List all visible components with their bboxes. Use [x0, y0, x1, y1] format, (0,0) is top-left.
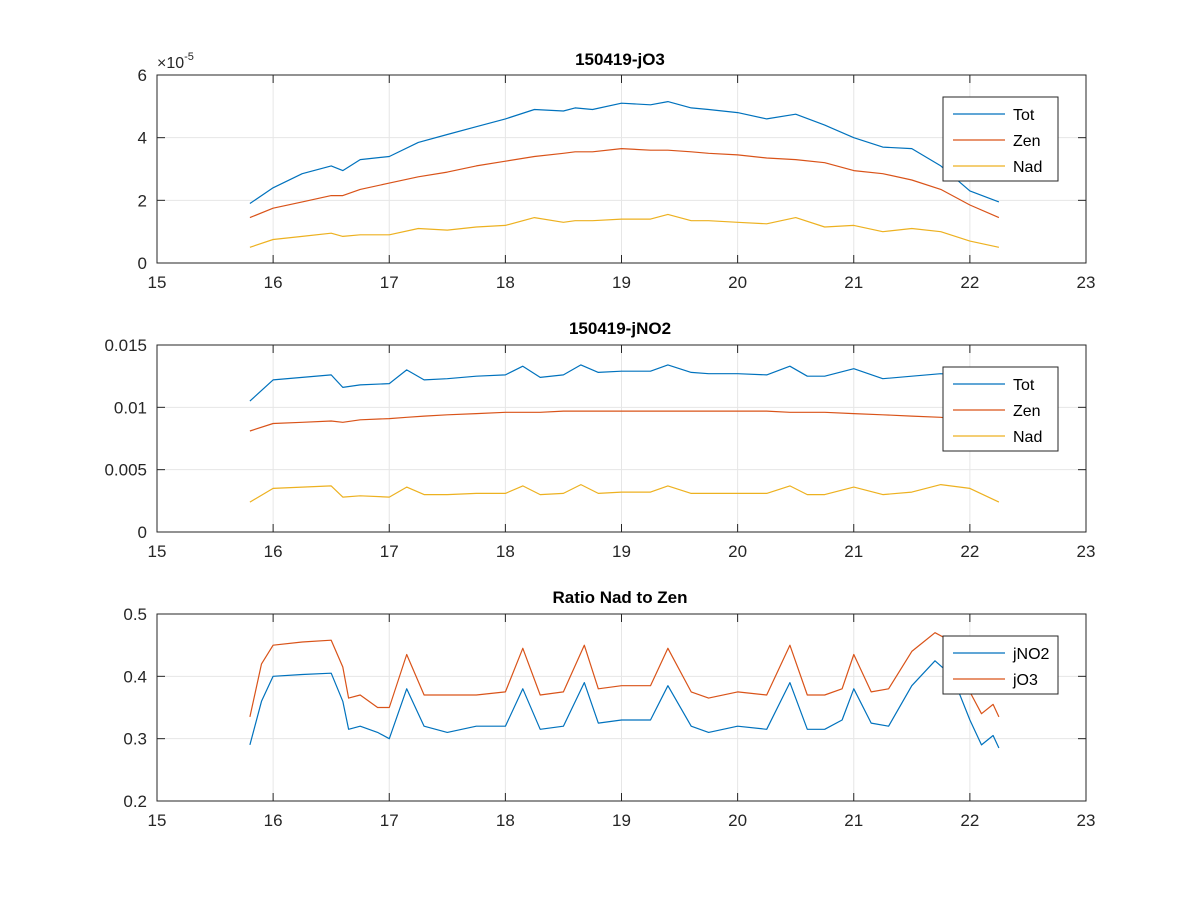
legend-label: Zen	[1013, 133, 1041, 150]
axes-jo3: 150419-jO3 ×10-5 15 16 17 18 19 20 21 22 23 0 2 4 6 T…	[138, 50, 1096, 292]
x-tick-label: 18	[496, 273, 515, 292]
y-tick-label: 0.5	[123, 605, 147, 624]
axes-title: 150419-jNO2	[569, 319, 671, 338]
legend: Tot Zen Nad	[942, 366, 1059, 452]
y-tick-label: 0.3	[123, 730, 147, 749]
legend-label: jNO2	[1012, 646, 1050, 663]
legend-box	[942, 366, 1059, 452]
x-tick-label: 20	[728, 811, 747, 830]
x-tick-label: 16	[264, 542, 283, 561]
x-tick-label: 20	[728, 542, 747, 561]
x-tick-label: 17	[380, 542, 399, 561]
series-line-nad	[249, 484, 1000, 503]
series-line-zen	[249, 148, 1000, 219]
y-tick-label: 0.2	[123, 792, 147, 811]
x-tick-label: 21	[844, 811, 863, 830]
y-exponent-label: ×10-5	[157, 51, 194, 72]
x-tick-label: 22	[960, 542, 979, 561]
x-tick-label: 17	[380, 273, 399, 292]
x-tick-label: 15	[148, 811, 167, 830]
legend-label: Nad	[1013, 159, 1042, 176]
x-tick-label: 19	[612, 811, 631, 830]
x-tick-label: 23	[1077, 542, 1096, 561]
x-tick-label: 16	[264, 811, 283, 830]
x-tick-label: 22	[960, 273, 979, 292]
x-tick-label: 22	[960, 811, 979, 830]
y-exponent-superscript: -5	[184, 51, 194, 63]
series-line-nad	[249, 213, 1000, 248]
x-tick-label: 23	[1077, 273, 1096, 292]
legend-label: Zen	[1013, 403, 1041, 420]
x-tick-label: 18	[496, 811, 515, 830]
legend-box	[942, 96, 1059, 182]
x-tick-label: 18	[496, 542, 515, 561]
x-tick-label: 19	[612, 273, 631, 292]
x-tick-label: 15	[148, 542, 167, 561]
y-tick-label: 6	[138, 66, 147, 85]
x-tick-label: 21	[844, 542, 863, 561]
series-line-jno2	[249, 660, 1000, 749]
legend: jNO2 jO3	[942, 635, 1059, 695]
axes-title: Ratio Nad to Zen	[552, 588, 687, 607]
x-tick-label: 23	[1077, 811, 1096, 830]
y-tick-label: 4	[138, 129, 147, 148]
x-tick-label: 20	[728, 273, 747, 292]
axes-title: 150419-jO3	[575, 50, 665, 69]
y-tick-label: 2	[138, 191, 147, 210]
y-tick-label: 0.015	[104, 336, 147, 355]
legend-label: Tot	[1013, 377, 1035, 394]
x-tick-label: 19	[612, 542, 631, 561]
x-tick-label: 15	[148, 273, 167, 292]
y-tick-label: 0.005	[104, 461, 147, 480]
y-tick-label: 0	[138, 254, 147, 273]
y-tick-label: 0.01	[114, 398, 147, 417]
series-line-jo3	[249, 632, 1000, 718]
legend: Tot Zen Nad	[942, 96, 1059, 182]
y-tick-label: 0.4	[123, 667, 147, 686]
axes-ratio: Ratio Nad to Zen 15 16 17 18 19 20 21 22 23 0.2 0.…	[123, 588, 1095, 830]
x-tick-label: 21	[844, 273, 863, 292]
legend-label: Tot	[1013, 107, 1035, 124]
series-line-tot	[249, 364, 999, 402]
series-line-zen	[249, 410, 999, 432]
x-tick-label: 17	[380, 811, 399, 830]
legend-box	[942, 635, 1059, 695]
x-tick-label: 16	[264, 273, 283, 292]
axes-jno2: 150419-jNO2 15 16 17 18 19 20 21 22 23 0 0.005 0.01…	[104, 319, 1095, 561]
y-tick-label: 0	[138, 523, 147, 542]
series-line-tot	[249, 100, 1000, 204]
legend-label: Nad	[1013, 429, 1042, 446]
legend-label: jO3	[1012, 672, 1038, 689]
